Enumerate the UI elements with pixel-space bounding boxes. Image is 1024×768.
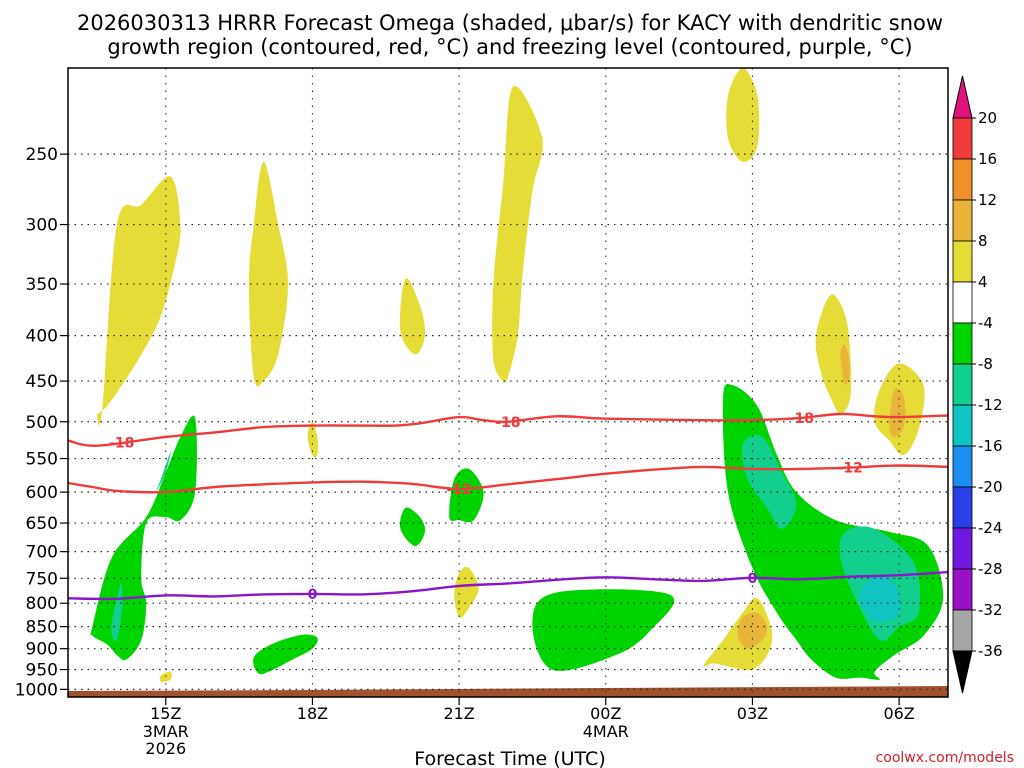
freezing-level-line (67, 570, 949, 601)
y-tick-label-800: 800 (26, 594, 58, 614)
omega-region-1 (248, 161, 288, 387)
colorbar-cell-10 (952, 527, 973, 570)
colorbar-cell-9 (952, 486, 973, 529)
y-tick-label-900: 900 (26, 640, 58, 660)
omega-region-5 (726, 68, 760, 162)
colorbar-label-2: 12 (978, 191, 997, 209)
omega-region-20 (155, 451, 171, 493)
y-tick-label-250: 250 (26, 145, 58, 165)
colorbar-cell-12 (952, 609, 973, 652)
colorbar-cell-8 (952, 445, 973, 488)
omega-region-6 (815, 294, 852, 414)
x-year-label-15Z: 2026 (145, 739, 186, 758)
x-date-label-15Z: 3MAR (143, 722, 189, 741)
chart-title-line-1: 2026030313 HRRR Forecast Omega (shaded, … (77, 11, 943, 35)
colorbar-label-12: -32 (978, 601, 1003, 619)
colorbar-label-8: -16 (978, 437, 1003, 455)
x-tick-label-06Z: 06Z (883, 704, 914, 723)
colorbar-cell-1 (952, 158, 973, 201)
dgz-minus18-label-0: -18 (109, 436, 134, 452)
y-tick-label-550: 550 (26, 450, 58, 470)
colorbar-label-11: -28 (978, 560, 1003, 578)
y-tick-label-300: 300 (26, 216, 58, 236)
colorbar-cell-5 (952, 322, 973, 365)
omega-region-16 (399, 507, 426, 547)
dgz-minus18-line (67, 412, 949, 447)
x-tick-label-21Z: 21Z (443, 704, 474, 723)
y-tick-label-700: 700 (26, 543, 58, 563)
y-tick-label-600: 600 (26, 483, 58, 503)
plot-frame (67, 67, 949, 698)
x-axis-title: Forecast Time (UTC) (414, 748, 605, 768)
y-tick-label-750: 750 (26, 569, 58, 589)
colorbar-label-10: -24 (978, 519, 1003, 537)
y-tick-label-400: 400 (26, 327, 58, 347)
omega-region-4 (492, 85, 543, 383)
omega-region-3 (307, 421, 318, 458)
colorbar-cell-6 (952, 363, 973, 406)
colorbar-cell-0 (952, 117, 973, 160)
omega-region-17 (449, 468, 484, 523)
colorbar-cell-2 (952, 199, 973, 242)
omega-region-24 (859, 575, 900, 623)
x-tick-label-15Z: 15Z (150, 704, 181, 723)
colorbar-label-3: 8 (978, 232, 988, 250)
dgz-minus12-label-0: -12 (446, 482, 471, 498)
y-tick-label-500: 500 (26, 413, 58, 433)
colorbar-label-9: -20 (978, 478, 1003, 496)
colorbar-legend: 20 16 12 8 4 -4 -8 -12 -16 -20 -24 -28 -32 -36 (952, 75, 1003, 694)
x-tick-label-18Z: 18Z (297, 704, 328, 723)
colorbar-cell-4 (952, 281, 973, 324)
surface-strip (68, 686, 948, 697)
surface-shading (68, 686, 948, 697)
omega-region-0 (97, 176, 181, 426)
colorbar-cell-3 (952, 240, 973, 283)
x-tick-label-00Z: 00Z (590, 704, 621, 723)
colorbar-label-4: 4 (978, 273, 988, 291)
y-tick-label-950: 950 (26, 661, 58, 681)
dgz-minus18-label-1: -18 (495, 415, 520, 431)
colorbar-label-13: -36 (978, 642, 1003, 660)
omega-region-18 (532, 589, 675, 671)
colorbar-cell-11 (952, 568, 973, 611)
y-tick-label-450: 450 (26, 372, 58, 392)
omega-region-12 (840, 344, 851, 386)
colorbar-label-7: -12 (978, 396, 1003, 414)
y-tick-label-350: 350 (26, 275, 58, 295)
colorbar-bottom-arrow (952, 650, 973, 694)
colorbar-label-0: 20 (978, 109, 997, 127)
y-axis: 2503003504004505005506006507007508008509… (15, 145, 68, 700)
omega-region-8 (454, 567, 479, 618)
x-tick-label-03Z: 03Z (737, 704, 768, 723)
colorbar-label-5: -4 (978, 314, 993, 332)
dgz-minus12-label-1: -12 (838, 461, 863, 477)
colorbar-label-6: -8 (978, 355, 993, 373)
contour-lines: -18 -18 -18 -12 -12 0 0 (67, 411, 949, 603)
omega-shaded-regions (90, 68, 944, 682)
dgz-minus18-label-2: -18 (789, 411, 814, 427)
chart-title-line-2: growth region (contoured, red, °C) and f… (107, 35, 912, 59)
freezing-level-label-0: 0 (308, 587, 318, 603)
y-tick-label-850: 850 (26, 618, 58, 638)
dgz-minus12-line (67, 464, 949, 494)
freezing-level-label-1: 0 (748, 571, 758, 587)
colorbar-top-arrow (952, 75, 973, 119)
omega-region-22 (741, 435, 797, 529)
omega-region-11 (889, 388, 906, 437)
x-date-label-00Z: 4MAR (583, 722, 629, 741)
omega-region-15 (253, 634, 318, 675)
colorbar-label-1: 16 (978, 150, 997, 168)
credit-text: coolwx.com/models (876, 750, 1014, 766)
y-tick-label-1000: 1000 (15, 680, 58, 700)
colorbar-cell-7 (952, 404, 973, 447)
y-tick-label-650: 650 (26, 514, 58, 534)
